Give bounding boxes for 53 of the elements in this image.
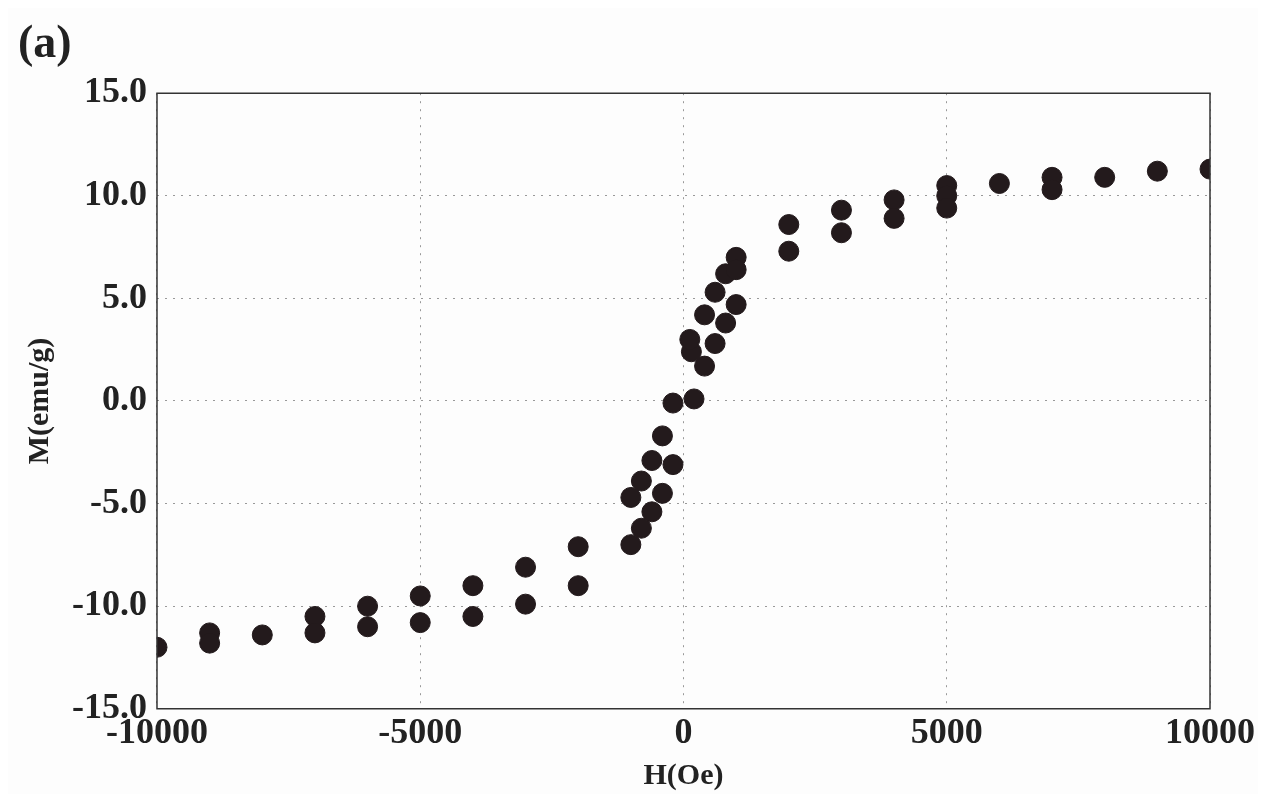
y-tick-label: -10.0 [71, 583, 147, 624]
point [778, 214, 800, 236]
point [704, 281, 726, 303]
point [694, 355, 716, 377]
point [409, 585, 431, 607]
point [662, 454, 684, 476]
point [251, 624, 273, 646]
point [515, 556, 537, 578]
point [409, 612, 431, 634]
point [630, 517, 652, 539]
x-tick-label: -5000 [378, 710, 463, 751]
point [515, 593, 537, 615]
point [1146, 160, 1168, 182]
x-tick-label: 5000 [910, 710, 983, 751]
point [641, 450, 663, 472]
point [620, 534, 642, 556]
point [679, 328, 701, 350]
y-tick-label: 0.0 [101, 378, 147, 419]
x-tick-label: 10000 [1165, 710, 1255, 751]
point [462, 575, 484, 597]
point [883, 207, 905, 229]
point [830, 199, 852, 221]
point [630, 470, 652, 492]
point [357, 616, 379, 638]
point [715, 312, 737, 334]
point [641, 501, 663, 523]
point [683, 388, 705, 410]
x-tick-label: 0 [674, 710, 693, 751]
y-tick-label: 15.0 [83, 70, 147, 111]
point [694, 304, 716, 326]
point [725, 294, 747, 316]
point [704, 333, 726, 355]
point [304, 605, 326, 627]
point [1094, 166, 1116, 188]
point [830, 222, 852, 244]
point [620, 486, 642, 508]
point [357, 595, 379, 617]
point [778, 240, 800, 262]
point [567, 536, 589, 558]
y-tick-label: 5.0 [101, 275, 147, 316]
y-tick-label: -5.0 [89, 480, 147, 521]
point [651, 425, 673, 447]
x-axis-title: H(Oe) [643, 756, 724, 791]
point [651, 482, 673, 504]
point [883, 189, 905, 211]
point [462, 605, 484, 627]
point [662, 392, 684, 414]
point [567, 575, 589, 597]
y-axis-title: M(emu/g) [20, 337, 55, 465]
chart-title: (a) [18, 16, 72, 68]
y-tick-label: 10.0 [83, 173, 147, 214]
point [304, 622, 326, 644]
point [988, 172, 1010, 194]
